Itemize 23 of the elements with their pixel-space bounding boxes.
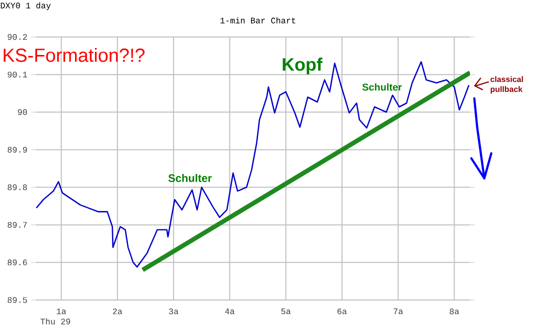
x-tick-label: 4a — [225, 308, 235, 314]
x-tick-label: 8a — [450, 308, 460, 314]
annotation: KS-Formation?!? — [4, 48, 145, 62]
x-tick-label: 3a — [169, 308, 178, 314]
x-axis-title: Thu 29 — [40, 318, 70, 324]
chart-subtitle: 1-min Bar Chart — [220, 17, 296, 24]
annotation: Schulter — [168, 174, 212, 182]
annotation: Kopf — [282, 58, 322, 74]
x-tick-label: 5a — [281, 308, 291, 314]
y-tick-label: 89.7 — [8, 222, 27, 228]
x-tick-label: 6a — [338, 308, 347, 314]
y-tick-label: 89.6 — [8, 260, 27, 266]
annotation: Schulter — [362, 83, 402, 91]
y-tick-label: 90 — [18, 109, 27, 116]
y-tick-label: 89.5 — [8, 297, 27, 303]
x-tick-label: 1a — [56, 308, 66, 314]
x-tick-label: 7a — [394, 308, 403, 314]
y-tick-label: 90.2 — [8, 34, 27, 40]
y-tick-label: 89.9 — [8, 146, 27, 153]
x-tick-label: 2a — [112, 308, 122, 314]
chart-title: DXY0 1 day — [0, 2, 51, 10]
y-tick-label: 89.8 — [8, 184, 27, 190]
y-tick-label: 90.1 — [8, 72, 28, 78]
